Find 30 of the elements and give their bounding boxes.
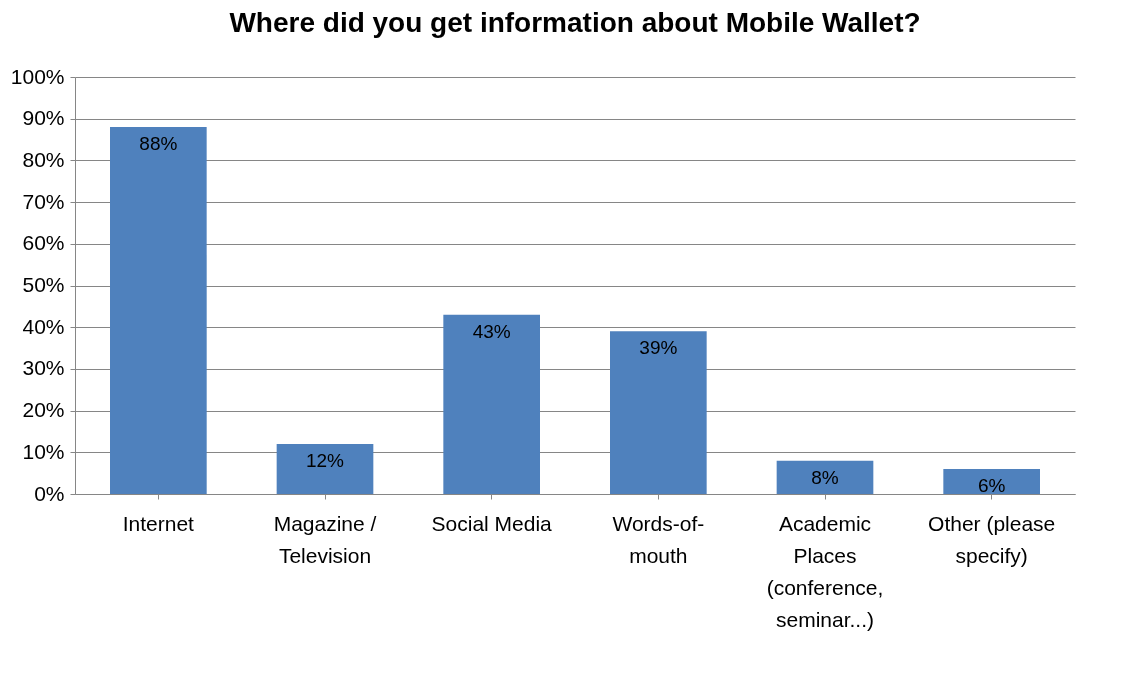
x-tick-label: Other (please specify) <box>928 511 1056 567</box>
bar <box>110 127 207 494</box>
y-tick-label: 20% <box>22 398 65 422</box>
x-tick-label: Academic Places (conference, seminar...) <box>766 511 884 631</box>
data-label: 43% <box>472 320 511 342</box>
y-tick-label: 30% <box>22 356 65 380</box>
y-tick-label: 60% <box>22 231 65 255</box>
x-tick-label: Magazine / Television <box>273 511 377 567</box>
chart-title: Where did you get information about Mobile Wallet? <box>229 7 921 38</box>
data-label: 12% <box>305 449 345 471</box>
x-tick-label: Social Media <box>431 511 553 535</box>
bar <box>776 460 874 494</box>
y-tick-label: 90% <box>22 106 65 130</box>
bar <box>943 468 1040 494</box>
data-label: 6% <box>977 474 1006 496</box>
bar <box>610 331 707 494</box>
bar <box>443 314 540 494</box>
data-label: 88% <box>139 133 178 155</box>
y-tick-label: 0% <box>34 481 65 505</box>
y-tick-label: 10% <box>22 439 65 463</box>
data-label: 8% <box>811 466 839 488</box>
x-tick-label: Words-of-mouth <box>612 511 705 567</box>
y-tick-label: 100% <box>10 64 65 88</box>
bar <box>276 443 374 494</box>
data-label: 39% <box>639 337 678 359</box>
y-tick-label: 40% <box>22 314 65 338</box>
y-tick-label: 70% <box>22 189 65 213</box>
x-tick-label: Internet <box>122 511 195 535</box>
y-tick-label: 50% <box>22 273 65 296</box>
y-tick-label: 80% <box>22 147 65 171</box>
